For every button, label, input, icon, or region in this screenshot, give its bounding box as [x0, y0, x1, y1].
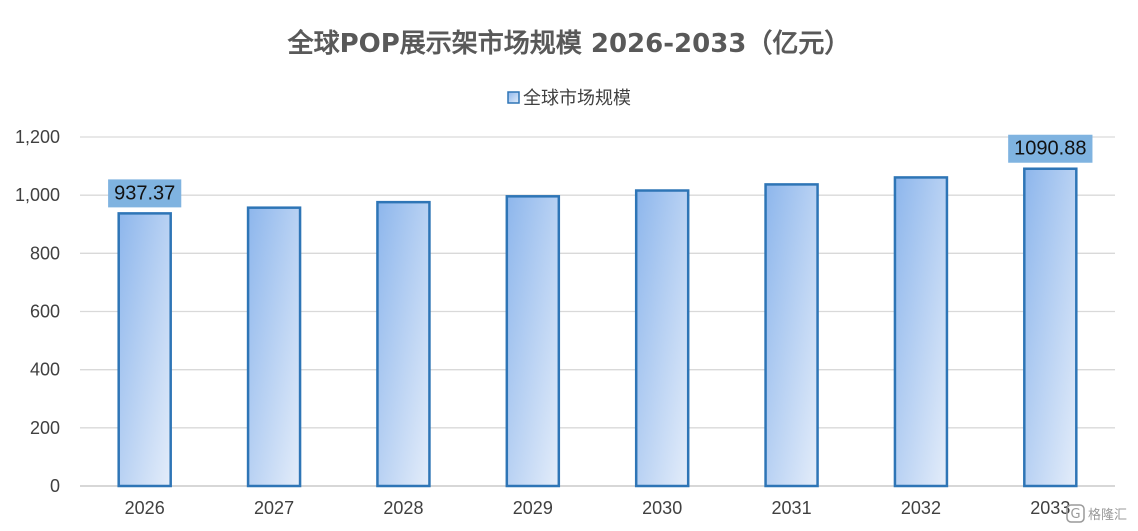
y-tick-label: 400 — [30, 360, 60, 380]
bar-2030 — [634, 189, 690, 488]
g-logo-letter: G — [1070, 507, 1080, 522]
bar-2032 — [893, 176, 949, 488]
bar-2027 — [246, 206, 302, 488]
y-tick-label: 0 — [50, 476, 60, 496]
bar-2028 — [376, 200, 431, 488]
bar-2029 — [505, 195, 561, 488]
y-axis: 0 200 400 600 800 1,000 1,200 — [15, 127, 60, 496]
x-tick-label: 2029 — [513, 498, 553, 518]
bars — [117, 167, 1078, 488]
bar-2031 — [764, 183, 819, 488]
data-label-background — [1008, 134, 1093, 163]
data-label: 937.37 — [108, 179, 182, 208]
x-axis: 2026 2027 2028 2029 2030 2031 2032 2033 — [125, 498, 1071, 518]
x-tick-label: 2027 — [254, 498, 294, 518]
chart-title: 全球POP展示架市场规模 2026-2033（亿元） — [287, 28, 851, 59]
data-label-text: 1090.88 — [1014, 138, 1086, 160]
legend-label: 全球市场规模 — [523, 88, 631, 109]
data-labels: 937.37 1090.88 — [108, 134, 1093, 208]
watermark: G 格隆汇 — [1066, 504, 1127, 523]
data-label: 1090.88 — [1008, 134, 1093, 163]
x-tick-label: 2032 — [901, 498, 941, 518]
watermark-text: 格隆汇 — [1088, 507, 1127, 523]
data-label-text: 937.37 — [114, 182, 175, 204]
legend-swatch — [507, 91, 520, 104]
y-tick-label: 200 — [30, 418, 60, 438]
legend: 全球市场规模 — [507, 88, 631, 109]
x-tick-label: 2031 — [772, 498, 812, 518]
x-tick-label: 2026 — [125, 498, 165, 518]
x-tick-label: 2033 — [1030, 498, 1070, 518]
bar-2026 — [117, 212, 172, 488]
x-tick-label: 2028 — [383, 498, 423, 518]
y-tick-label: 1,200 — [15, 127, 60, 147]
bar-2033 — [1023, 167, 1078, 488]
gridlines — [80, 136, 1115, 487]
data-label-background — [108, 179, 182, 208]
y-tick-label: 1,000 — [15, 185, 60, 205]
x-tick-label: 2030 — [642, 498, 682, 518]
y-tick-label: 600 — [30, 302, 60, 322]
y-tick-label: 800 — [30, 243, 60, 263]
g-logo-icon — [1066, 504, 1085, 523]
